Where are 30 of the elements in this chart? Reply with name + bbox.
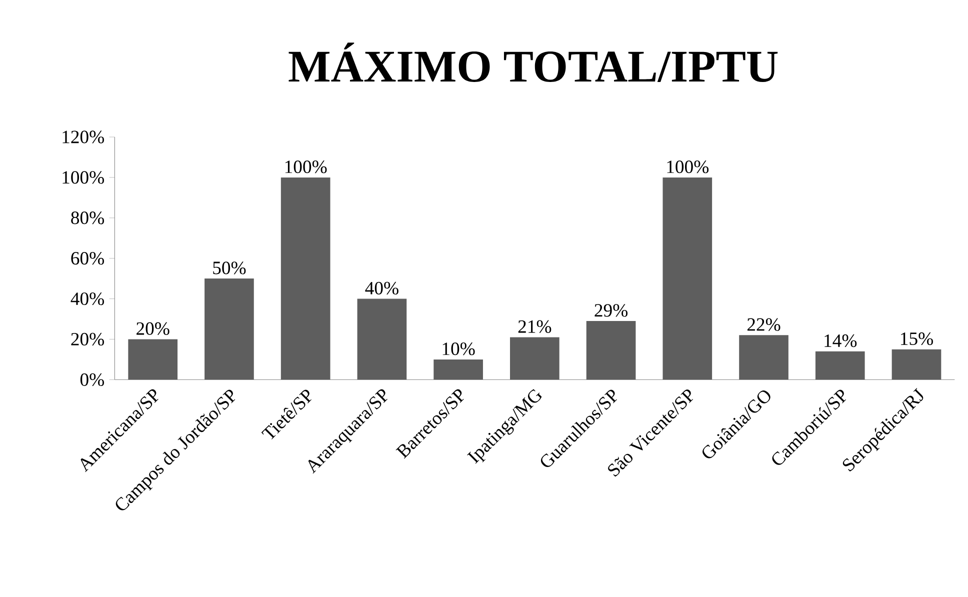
- chart-title: MÁXIMO TOTAL/IPTU: [288, 42, 778, 82]
- bar: [357, 298, 407, 380]
- y-tick-label: 0%: [80, 373, 104, 386]
- data-label: 50%: [213, 262, 246, 274]
- bar: [510, 337, 560, 380]
- bar: [586, 321, 636, 380]
- bar: [434, 359, 483, 380]
- bar: [662, 177, 712, 380]
- bar: [280, 177, 330, 380]
- data-label: 100%: [667, 160, 709, 174]
- bar: [128, 339, 178, 380]
- data-label: 20%: [136, 322, 170, 335]
- data-label: 22%: [747, 318, 780, 331]
- y-tick-label: 100%: [62, 171, 104, 184]
- bar: [739, 335, 788, 380]
- y-tick-label: 60%: [71, 252, 104, 265]
- data-label: 21%: [518, 320, 552, 333]
- y-tick-label: 120%: [62, 130, 104, 144]
- y-tick-label: 40%: [70, 292, 104, 306]
- bar: [892, 349, 942, 380]
- data-label: 29%: [594, 304, 628, 317]
- data-label: 15%: [901, 332, 933, 346]
- bar: [815, 351, 865, 380]
- bar: [204, 278, 254, 380]
- data-label: 14%: [824, 334, 857, 348]
- y-tick-label: 20%: [71, 332, 104, 346]
- data-label: 40%: [365, 282, 398, 295]
- data-label: 100%: [285, 160, 327, 174]
- data-label: 10%: [442, 342, 475, 356]
- y-tick-label: 80%: [71, 212, 104, 224]
